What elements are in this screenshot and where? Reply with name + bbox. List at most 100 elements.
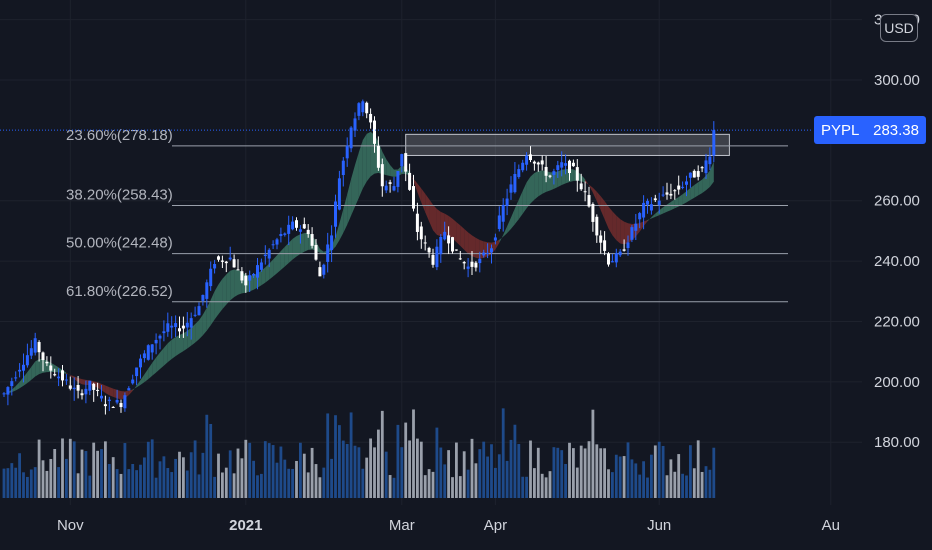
candle	[2, 391, 6, 397]
ribbon-segment	[35, 359, 40, 377]
ribbon-segment	[694, 182, 699, 198]
candle	[673, 189, 677, 200]
volume-bar	[139, 464, 142, 498]
ribbon-segment	[639, 221, 644, 232]
volume-bar	[267, 443, 271, 498]
candle-body	[162, 331, 166, 334]
candle-body	[88, 380, 92, 391]
currency-button[interactable]: USD	[880, 14, 918, 42]
ribbon-segment	[690, 184, 695, 201]
volume-bar	[677, 454, 681, 498]
candle	[248, 270, 252, 293]
volume-bar	[416, 438, 419, 498]
ribbon-segment	[101, 383, 106, 393]
volume-bar	[669, 459, 673, 498]
ribbon-segment	[70, 374, 75, 379]
volume-bar	[170, 472, 174, 498]
candle	[466, 258, 470, 278]
volume-bar	[384, 451, 388, 498]
ribbon-segment	[585, 179, 589, 186]
candle-body	[490, 248, 493, 253]
resistance-box[interactable]	[405, 133, 730, 156]
ribbon-segment	[612, 211, 617, 241]
candle-body	[474, 262, 478, 268]
volume-bar	[96, 450, 99, 498]
candle-body	[119, 403, 123, 408]
volume-bar	[256, 475, 259, 498]
candle	[322, 263, 326, 279]
candle	[228, 246, 232, 261]
ribbon-segment	[160, 347, 164, 370]
ribbon-segment	[542, 170, 547, 194]
candle-body	[525, 155, 529, 165]
ribbon-segment	[507, 217, 511, 234]
candle-body	[669, 193, 673, 196]
price-tick-label: 300.00	[874, 72, 920, 89]
candle	[131, 374, 135, 385]
ribbon-segment	[589, 184, 593, 193]
volume-bar	[88, 475, 92, 498]
ribbon-segment	[54, 364, 59, 373]
candle-body	[228, 257, 232, 260]
candle	[458, 250, 462, 260]
volume-bar	[462, 451, 466, 498]
volume-bar	[548, 471, 552, 498]
volume-bar	[275, 462, 279, 498]
ribbon-segment	[511, 208, 515, 229]
volume-bar	[626, 442, 630, 498]
candle	[376, 136, 380, 171]
candle	[244, 272, 248, 293]
volume-bar	[345, 443, 349, 498]
volume-bar	[517, 444, 521, 498]
candle-body	[622, 249, 626, 251]
volume-bar	[279, 446, 283, 498]
candle	[80, 389, 84, 400]
volume-bar	[104, 441, 107, 498]
volume-bar	[100, 449, 103, 498]
candle-body	[197, 306, 201, 316]
candle-body	[25, 355, 29, 366]
volume-bar	[607, 469, 610, 498]
candle	[45, 356, 49, 367]
ribbon-segment	[433, 204, 437, 235]
candle-body	[482, 252, 486, 256]
candle-body	[139, 358, 142, 368]
volume-bar	[568, 442, 571, 498]
candle-body	[353, 118, 357, 131]
volume-bar	[338, 425, 341, 498]
volume-bar	[494, 467, 497, 498]
ribbon-segment	[538, 170, 543, 197]
candle-body	[41, 352, 45, 361]
candle	[677, 175, 681, 195]
volume-bar	[474, 463, 478, 498]
candle	[337, 170, 341, 211]
candle-body	[540, 160, 544, 165]
volume-bar	[119, 473, 123, 498]
candle	[193, 306, 197, 318]
candle	[298, 225, 302, 244]
volume-bar	[556, 447, 560, 498]
candle-body	[45, 361, 49, 364]
volume-bar	[10, 463, 14, 498]
candle	[614, 248, 618, 268]
ribbon-segment	[667, 201, 671, 212]
volume-bar	[115, 469, 119, 498]
candle-body	[76, 384, 80, 391]
time-tick-label: Apr	[484, 517, 507, 534]
volume-bar	[599, 448, 603, 498]
candle-body	[708, 156, 712, 165]
volume-bar	[536, 447, 540, 498]
candle	[37, 340, 41, 362]
candle-body	[337, 178, 341, 210]
candle	[22, 353, 25, 383]
candle-body	[111, 406, 115, 408]
candle	[283, 232, 287, 237]
time-axis: Nov 2021 Mar Apr Jun Au	[57, 517, 840, 534]
candle	[661, 186, 665, 198]
ribbon-segment	[11, 386, 16, 393]
volume-bar	[575, 467, 579, 498]
candle	[688, 172, 692, 188]
volume-bar	[513, 424, 517, 498]
volume-bar	[263, 441, 267, 498]
